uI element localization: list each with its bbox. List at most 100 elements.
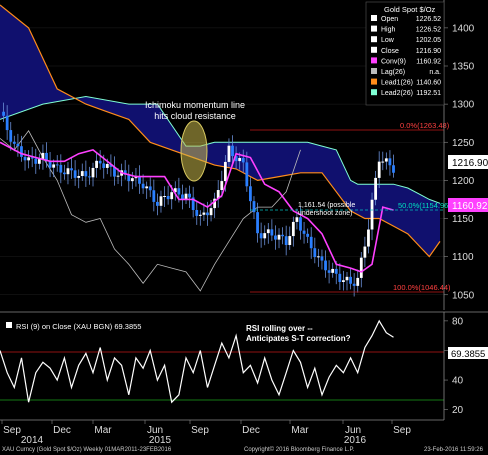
candle-body xyxy=(377,161,381,178)
candle-body xyxy=(73,170,77,178)
candle-body xyxy=(59,164,63,173)
candle-body xyxy=(284,236,288,245)
candle-body xyxy=(152,190,156,202)
rsi-tick-labels: 20406080 xyxy=(444,316,464,416)
legend-label: Lead1(26) xyxy=(381,80,413,87)
candle-body xyxy=(80,171,84,177)
undershoot-line2: undershoot zone) xyxy=(298,210,352,217)
candle-body xyxy=(127,174,131,182)
candle-body xyxy=(209,208,213,216)
candle-body xyxy=(27,157,31,161)
x-year-label: 2015 xyxy=(149,435,172,446)
candle-body xyxy=(245,162,249,187)
candle-body xyxy=(88,176,91,178)
footer-center: Copyright© 2016 Bloomberg Finance L.P. xyxy=(244,446,355,453)
candle-body xyxy=(352,283,356,286)
price-tick-label: 1250 xyxy=(452,138,475,149)
rsi-line xyxy=(0,319,394,404)
conv-value-box xyxy=(448,198,488,212)
candle-body xyxy=(263,233,267,239)
candle-body xyxy=(231,145,234,157)
legend-value: 1160.92 xyxy=(416,58,441,65)
price-tick-label: 1100 xyxy=(452,252,474,263)
legend-swatch xyxy=(371,46,377,53)
candle-body xyxy=(12,141,16,144)
candle-body xyxy=(313,248,317,258)
legend-value: 1202.05 xyxy=(416,37,441,44)
candle-body xyxy=(274,235,277,240)
candle-body xyxy=(320,256,324,261)
candle-body xyxy=(141,183,145,189)
undershoot-line1: 1,161.54 (possible xyxy=(298,202,355,209)
candle-body xyxy=(270,229,274,236)
conv-line xyxy=(0,141,394,273)
candle-body xyxy=(288,236,292,245)
rsi-annotation-1: RSI rolling over -- xyxy=(246,324,313,333)
price-tick-label: 1350 xyxy=(452,62,475,73)
legend-title: Gold Spot $/Oz xyxy=(384,5,436,14)
legend-label: Lead2(26) xyxy=(381,90,413,97)
candle-body xyxy=(384,158,388,162)
candle-body xyxy=(316,256,320,258)
candle-body xyxy=(295,217,299,222)
legend-value: n.a. xyxy=(429,69,441,76)
legend-label: High xyxy=(381,27,396,34)
fib-100-label: 100.0%(1046.44) xyxy=(393,283,451,292)
legend-label: Close xyxy=(381,48,399,55)
legend-swatch xyxy=(371,68,377,74)
price-candles xyxy=(2,102,395,297)
candle-body xyxy=(155,201,159,206)
candle-body xyxy=(37,159,41,164)
candle-body xyxy=(334,268,338,274)
candle-body xyxy=(367,229,370,247)
legend-swatch xyxy=(371,57,377,64)
rsi-legend-swatch xyxy=(6,322,12,328)
legend-swatch xyxy=(371,78,377,85)
fib-0-label: 0.0%(1263.48) xyxy=(400,121,450,130)
candle-body xyxy=(138,175,141,184)
legend-swatch xyxy=(371,25,377,32)
candle-body xyxy=(159,196,163,206)
candle-body xyxy=(2,111,5,116)
legend-swatch xyxy=(371,15,377,21)
candle-body xyxy=(342,280,345,282)
legend-label: Open xyxy=(381,16,398,23)
annotation-line1: Ichimoku momentum line xyxy=(145,100,245,110)
candle-body xyxy=(356,277,360,286)
candle-body xyxy=(52,164,56,168)
x-month-label: Jun xyxy=(147,425,163,436)
legend-label: Low xyxy=(381,37,395,44)
candle-body xyxy=(9,130,13,142)
rsi-value-label: 69.3855 xyxy=(451,349,485,360)
rsi-tick-label: 40 xyxy=(452,376,464,387)
candle-body xyxy=(191,197,195,210)
candle-body xyxy=(370,199,374,230)
candle-body xyxy=(23,156,27,161)
candle-body xyxy=(130,178,134,182)
candle-body xyxy=(388,158,392,166)
candle-body xyxy=(62,172,66,175)
legend-value: 1140.60 xyxy=(416,80,441,87)
candle-body xyxy=(20,146,23,157)
legend-label: Conv(9) xyxy=(381,58,406,65)
candle-body xyxy=(102,163,106,168)
rsi-tick-label: 20 xyxy=(452,405,464,416)
legend-value: 1216.90 xyxy=(416,48,441,55)
price-tick-label: 1300 xyxy=(452,100,475,111)
x-month-label: Dec xyxy=(242,425,260,436)
footer-right: 23-Feb-2016 11:59:26 xyxy=(424,447,484,453)
candle-body xyxy=(116,175,120,177)
candle-body xyxy=(181,194,184,200)
candle-body xyxy=(249,186,252,202)
candle-body xyxy=(177,188,181,195)
x-month-label: Sep xyxy=(191,425,209,436)
annotation-line2: hits cloud resistance xyxy=(154,111,236,121)
candle-body xyxy=(234,156,238,162)
price-panel: 0.0%(1263.48) 50.0%(1154.96) 100.0%(1046… xyxy=(0,4,451,297)
legend-value: 1226.52 xyxy=(416,27,441,34)
candle-body xyxy=(345,276,349,281)
footer-left: XAU Curncy (Gold Spot $/Oz) Weekly 01MAR… xyxy=(2,447,172,453)
price-tick-label: 1400 xyxy=(452,23,475,34)
price-axis: 1050 1100 1150 1200 1250 1300 1350 1400 1216.90… xyxy=(443,0,488,310)
